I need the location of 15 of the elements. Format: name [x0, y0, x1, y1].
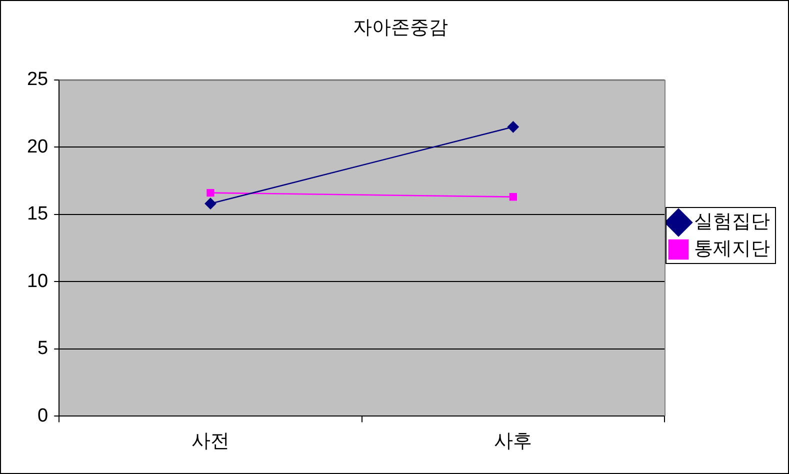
- x-tick-label: 사후: [494, 430, 532, 452]
- y-tick-label: 20: [26, 136, 48, 158]
- point: [204, 198, 216, 210]
- y-tick-label: 10: [26, 270, 48, 292]
- y-tick-label: 0: [38, 405, 48, 426]
- point: [508, 121, 519, 133]
- legend-label: 통제지단: [694, 238, 770, 260]
- chart-title: 자아존중감: [353, 18, 448, 39]
- y-tick-label: 15: [26, 204, 48, 225]
- point: [509, 193, 517, 201]
- x-tick-label: 사전: [191, 430, 230, 452]
- y-tick-label: 5: [38, 338, 48, 360]
- point: [206, 189, 214, 197]
- legend-label: 실험집단: [694, 212, 770, 233]
- y-tick-label: 25: [26, 69, 48, 90]
